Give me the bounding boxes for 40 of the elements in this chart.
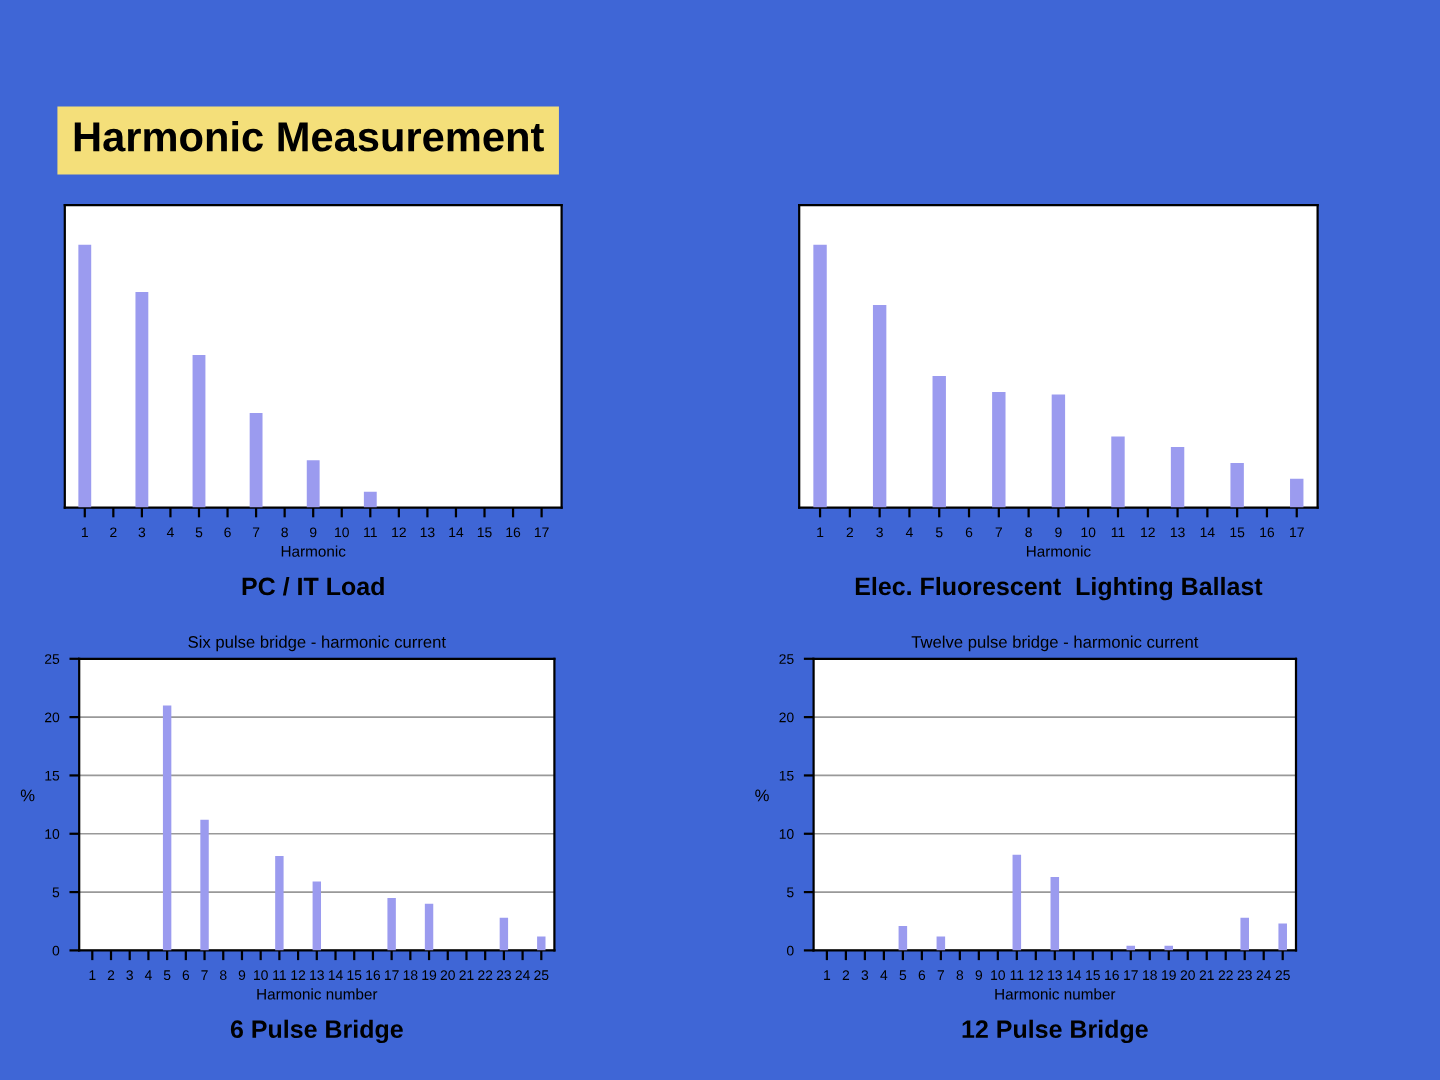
bar <box>275 855 284 951</box>
bar <box>1111 436 1125 508</box>
bar <box>992 391 1006 508</box>
bar <box>1051 394 1066 508</box>
bar <box>1240 917 1249 951</box>
text: Harmonic Measurement <box>74 120 544 152</box>
bar <box>78 244 92 508</box>
bar <box>1126 945 1136 951</box>
bar <box>363 491 377 508</box>
bar <box>1164 945 1174 951</box>
bar <box>192 355 206 508</box>
bar <box>1050 876 1060 951</box>
bar <box>1170 447 1185 508</box>
bar <box>135 291 149 508</box>
bar <box>306 460 320 508</box>
bar <box>813 244 827 508</box>
bar <box>387 897 396 951</box>
chart-title: Twelve pulse bridge - harmonic current <box>911 635 1199 652</box>
bar <box>936 936 946 951</box>
bar <box>1230 462 1244 508</box>
text: 6 Pulse Bridge <box>230 1019 403 1044</box>
bar <box>932 376 946 508</box>
bar <box>1012 854 1022 951</box>
bar <box>1290 478 1304 508</box>
text: 12 Pulse Bridge <box>962 1019 1148 1044</box>
bar <box>898 925 908 951</box>
y-axis-title: % <box>20 789 35 802</box>
y-axis-title: % <box>755 789 769 802</box>
chart-title: Six pulse bridge - harmonic current <box>188 635 446 652</box>
bar <box>1278 923 1287 951</box>
bar <box>312 881 322 951</box>
bar <box>537 936 546 951</box>
bar <box>499 917 509 951</box>
text: Elec. Fluorescent Lighting Ballast <box>855 576 1263 601</box>
bar <box>200 819 209 951</box>
text: PC / IT Load <box>242 576 384 596</box>
bar <box>872 305 887 508</box>
bar <box>424 903 434 951</box>
bar <box>249 412 263 508</box>
bar <box>162 705 172 951</box>
